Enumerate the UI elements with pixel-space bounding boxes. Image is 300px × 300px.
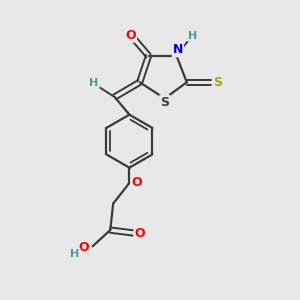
Text: S: S (213, 76, 222, 89)
Text: O: O (125, 29, 136, 42)
Text: S: S (160, 95, 169, 109)
Text: O: O (78, 241, 89, 254)
Text: N: N (173, 44, 183, 56)
Text: O: O (134, 226, 145, 239)
Text: H: H (89, 78, 99, 88)
Text: H: H (70, 249, 80, 259)
Text: O: O (131, 176, 142, 190)
Text: H: H (188, 31, 197, 41)
